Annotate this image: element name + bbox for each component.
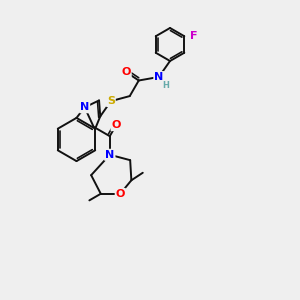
- Text: F: F: [190, 31, 198, 41]
- Text: O: O: [111, 120, 121, 130]
- Text: O: O: [122, 67, 131, 77]
- Text: O: O: [116, 189, 125, 199]
- Text: N: N: [80, 102, 89, 112]
- Text: S: S: [107, 96, 115, 106]
- Text: N: N: [105, 150, 114, 160]
- Text: H: H: [162, 82, 169, 91]
- Text: N: N: [105, 150, 114, 160]
- Text: N: N: [154, 72, 164, 82]
